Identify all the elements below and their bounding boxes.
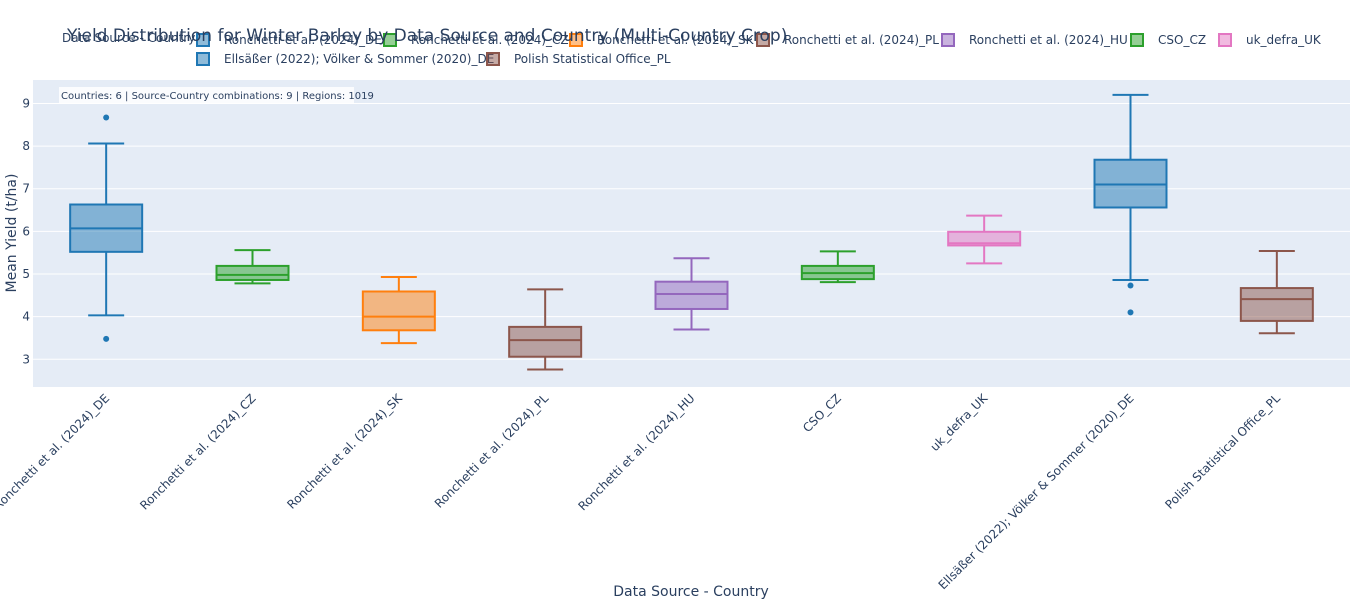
plot-background bbox=[33, 80, 1350, 387]
legend-label: Ronchetti et al. (2024)_PL bbox=[784, 33, 939, 47]
outlier-point bbox=[103, 335, 110, 342]
legend-swatch bbox=[1218, 33, 1232, 47]
box-1 bbox=[69, 114, 144, 342]
y-tick-label: 3 bbox=[22, 352, 30, 366]
x-tick-label: Ronchetti et al. (2024)_CZ bbox=[137, 391, 258, 512]
legend-swatch bbox=[569, 33, 583, 47]
legend-item[interactable]: Ronchetti et al. (2024)_DE bbox=[196, 33, 382, 47]
box-series bbox=[69, 93, 1314, 371]
legend-swatch bbox=[383, 33, 397, 47]
iqr-box bbox=[361, 290, 436, 332]
iqr-box bbox=[947, 230, 1022, 247]
box-9 bbox=[1239, 249, 1314, 335]
x-tick-label: Ronchetti et al. (2024)_PL bbox=[432, 391, 552, 511]
outlier-point bbox=[103, 114, 110, 121]
chart-title: Yield Distribution for Winter Barley by … bbox=[66, 26, 787, 46]
legend-label: Ronchetti et al. (2024)_CZ bbox=[411, 33, 569, 47]
y-tick-label: 8 bbox=[22, 139, 30, 153]
x-tick-label: Ronchetti et al. (2024)_SK bbox=[284, 390, 405, 511]
legend-title: Data Source - Country bbox=[62, 31, 195, 45]
x-axis-label: Data Source - Country bbox=[613, 584, 769, 600]
box-3 bbox=[361, 275, 436, 345]
legend-label: Ronchetti et al. (2024)_HU bbox=[969, 33, 1128, 47]
legend-item[interactable]: Ellsäßer (2022); Völker & Sommer (2020)_… bbox=[196, 52, 494, 66]
y-tick-label: 9 bbox=[22, 96, 30, 110]
legend-label: CSO_CZ bbox=[1158, 33, 1206, 47]
legend-swatch bbox=[196, 33, 210, 47]
legend-swatch bbox=[486, 52, 500, 66]
iqr-box bbox=[215, 264, 290, 281]
legend-label: uk_defra_UK bbox=[1246, 33, 1322, 47]
legend-item[interactable]: uk_defra_UK bbox=[1218, 33, 1322, 47]
legend: Data Source - Country Ronchetti et al. (… bbox=[62, 31, 1322, 66]
legend-item[interactable]: Ronchetti et al. (2024)_SK bbox=[569, 33, 755, 47]
box-7 bbox=[947, 214, 1022, 265]
chart-annotation: Countries: 6 | Source-Country combinatio… bbox=[61, 91, 374, 102]
y-axis-label: Mean Yield (t/ha) bbox=[4, 174, 20, 293]
y-tick-label: 4 bbox=[22, 310, 30, 324]
x-tick-label: CSO_CZ bbox=[800, 391, 844, 435]
annotation-box bbox=[59, 87, 354, 104]
legend-label: Ronchetti et al. (2024)_SK bbox=[597, 33, 755, 47]
legend-swatch bbox=[1130, 33, 1144, 47]
x-tick-label: Ronchetti et al. (2024)_HU bbox=[575, 391, 697, 513]
box-8 bbox=[1093, 93, 1168, 316]
legend-label: Polish Statistical Office_PL bbox=[514, 52, 671, 66]
y-tick-label: 5 bbox=[22, 267, 30, 281]
legend-item[interactable]: Ronchetti et al. (2024)_CZ bbox=[383, 33, 569, 47]
y-tick-label: 7 bbox=[22, 182, 30, 196]
box-5 bbox=[654, 257, 729, 331]
legend-label: Ellsäßer (2022); Völker & Sommer (2020)_… bbox=[224, 52, 494, 66]
legend-swatch bbox=[196, 52, 210, 66]
iqr-box bbox=[654, 280, 729, 310]
iqr-box bbox=[508, 325, 583, 358]
x-axis-ticks: Ronchetti et al. (2024)_DE Ronchetti et a… bbox=[0, 390, 1283, 592]
box-6 bbox=[800, 250, 875, 284]
legend-swatch bbox=[756, 33, 770, 47]
x-tick-label: Ronchetti et al. (2024)_DE bbox=[0, 391, 112, 513]
legend-item[interactable]: Ronchetti et al. (2024)_PL bbox=[756, 33, 939, 47]
y-tick-label: 6 bbox=[22, 224, 30, 238]
iqr-box bbox=[1239, 287, 1314, 322]
legend-item[interactable]: CSO_CZ bbox=[1130, 33, 1206, 47]
outlier-point bbox=[1127, 282, 1134, 289]
box-2 bbox=[215, 249, 290, 285]
legend-item[interactable]: Ronchetti et al. (2024)_HU bbox=[941, 33, 1128, 47]
x-tick-label: uk_defra_UK bbox=[928, 390, 992, 454]
box-4 bbox=[508, 288, 583, 371]
legend-item[interactable]: Polish Statistical Office_PL bbox=[486, 52, 671, 66]
legend-label: Ronchetti et al. (2024)_DE bbox=[224, 33, 382, 47]
legend-swatch bbox=[941, 33, 955, 47]
outlier-point bbox=[1127, 309, 1134, 316]
y-axis-ticks: 3 4 5 6 7 8 9 bbox=[22, 96, 30, 366]
x-tick-label: Polish Statistical Office_PL bbox=[1162, 391, 1283, 512]
